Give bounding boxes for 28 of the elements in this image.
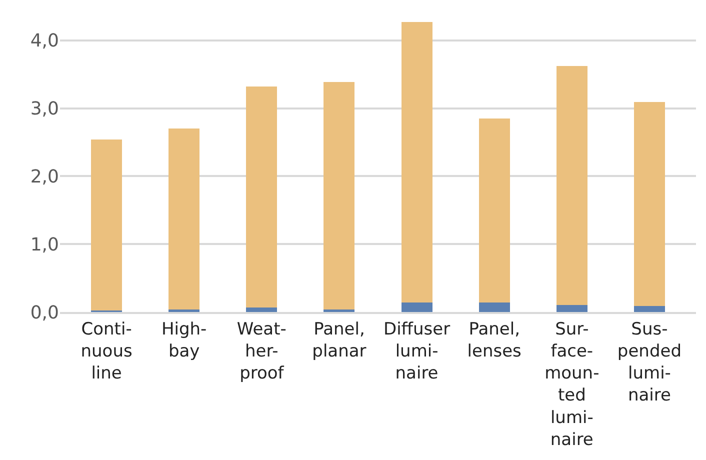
bar — [324, 309, 355, 312]
x-tick-label: Diffuser lumi- naire — [383, 319, 450, 384]
y-tick-label: 4,0 — [30, 30, 59, 52]
bar — [478, 302, 510, 312]
x-tick-label: Panel, planar — [312, 319, 366, 362]
bar — [401, 302, 432, 312]
x-tick-label: Weat- her- proof — [236, 319, 286, 384]
bar — [556, 66, 588, 306]
x-tick-label: Conti- nuous line — [80, 319, 132, 384]
x-tick-label: Panel, lenses — [467, 319, 522, 362]
bar — [324, 82, 355, 310]
x-tick-label: Sus- pended lumi- naire — [617, 319, 682, 406]
bar — [246, 86, 278, 308]
x-tick-label: High- bay — [161, 319, 207, 362]
bar — [246, 307, 278, 312]
y-tick-label: 0,0 — [30, 302, 59, 324]
bar — [91, 140, 122, 311]
y-tick-label: 1,0 — [30, 234, 59, 256]
bar — [168, 309, 200, 312]
bar — [556, 305, 588, 312]
x-tick-label: Sur- face- moun- ted lumi- naire — [544, 319, 600, 450]
bar — [634, 306, 665, 312]
bar — [401, 22, 432, 302]
bar — [478, 118, 510, 302]
y-tick-label: 2,0 — [30, 166, 59, 188]
bar — [634, 102, 665, 306]
bar — [168, 128, 200, 310]
y-tick-label: 3,0 — [30, 98, 59, 120]
